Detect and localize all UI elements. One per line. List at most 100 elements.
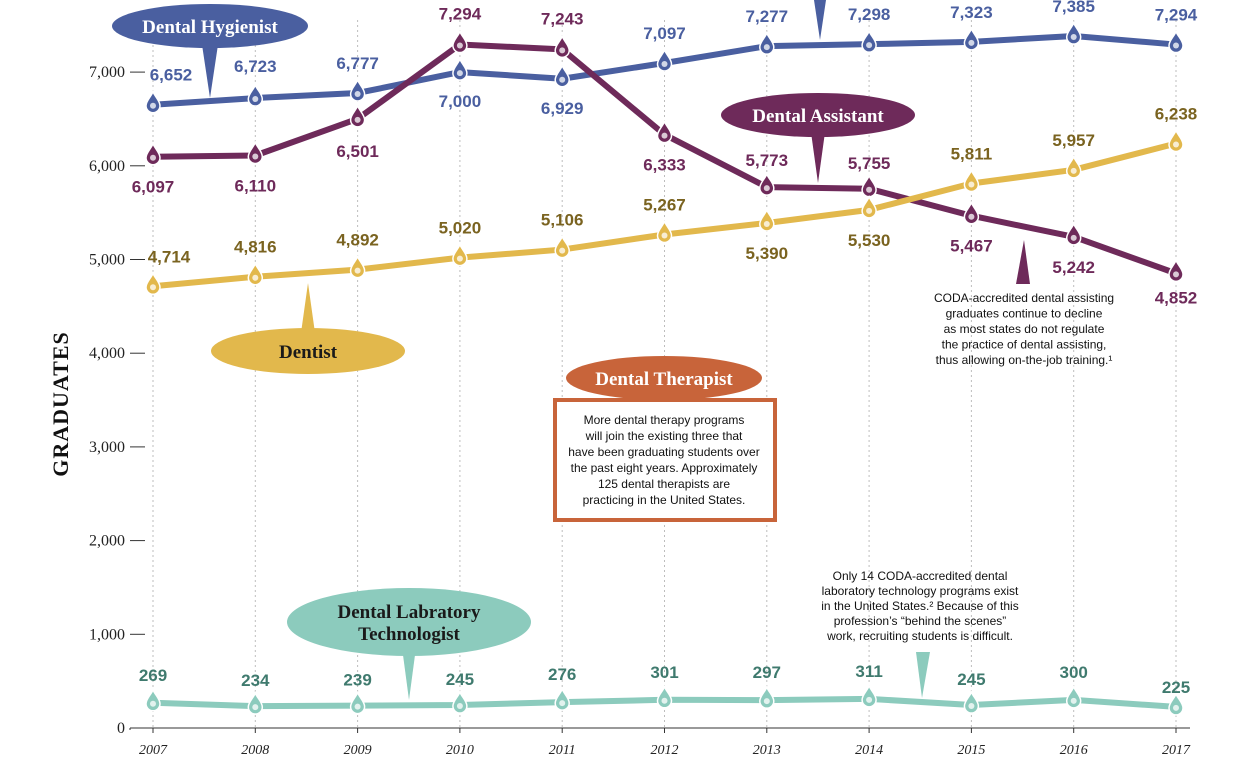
- lab-point: [452, 690, 468, 714]
- therapist-note: More dental therapy programs will join th…: [568, 413, 759, 507]
- lab-note-line: laboratory technology programs exist: [822, 584, 1019, 598]
- hygienist-point: [247, 83, 264, 107]
- lab-data-label: 301: [650, 663, 678, 682]
- x-tick-label: 2008: [241, 743, 269, 758]
- assistant-data-label: 5,755: [848, 154, 891, 173]
- lab-point: [554, 687, 570, 711]
- therapist-note-line: have been graduating students over: [568, 445, 759, 459]
- assistant-point: [1168, 258, 1184, 283]
- dentist-point: [452, 242, 468, 267]
- lab-note-line: Only 14 CODA-accredited dental: [833, 569, 1008, 583]
- assistant-point: [554, 34, 570, 59]
- hygienist-point: [656, 47, 673, 72]
- therapist-note-line: More dental therapy programs: [584, 413, 745, 427]
- lab-data-label: 225: [1162, 678, 1190, 697]
- dentist-point: [554, 234, 570, 259]
- therapist-note-box: [553, 398, 777, 522]
- assistant-point: [656, 119, 673, 144]
- hygienist-point: [145, 89, 161, 114]
- lab-note-line: profession’s “behind the scenes”: [834, 614, 1007, 628]
- data-labels-layer: 6,652 6,723 6,777 7,000 6,929 7,097 7,277 7,298…: [132, 0, 1198, 697]
- therapist-note-line: practicing in the United States.: [583, 493, 746, 507]
- assistant-note-line: as most states do not regulate: [944, 322, 1105, 336]
- dentist-data-label: 6,238: [1155, 104, 1198, 123]
- dentist-point: [349, 254, 366, 279]
- lab-point: [759, 685, 775, 709]
- assistant-data-label: 6,110: [234, 176, 276, 195]
- lab-note: Only 14 CODA-accredited dentallaboratory…: [821, 569, 1019, 643]
- lab-note-line: in the United States.² Because of this: [821, 599, 1018, 613]
- axes: [129, 727, 1190, 730]
- dentist-bubble-label: Dentist: [279, 342, 338, 363]
- lab-point: [247, 691, 264, 715]
- assistant-point: [247, 140, 264, 165]
- x-tick-label: 2007: [139, 743, 168, 758]
- assistant-bubble: Dental Assistant: [721, 93, 915, 183]
- x-tick-label: 2009: [344, 743, 372, 758]
- hygienist-data-label: 7,277: [746, 7, 789, 26]
- y-axis-title: GRADUATES: [48, 331, 73, 477]
- hygienist-data-label: 6,723: [234, 57, 277, 76]
- dentist-point: [1168, 128, 1184, 153]
- y-tick-label: 0: [117, 720, 125, 737]
- hygienist-point: [861, 29, 877, 53]
- dentist-point: [247, 261, 264, 286]
- assistant-data-label: 7,294: [439, 5, 482, 24]
- assistant-data-label: 5,773: [746, 151, 789, 170]
- hygienist-data-label: 7,097: [643, 24, 686, 43]
- dentist-data-label: 4,714: [148, 247, 191, 266]
- lab-note-marker: [916, 652, 930, 698]
- hygienist-point: [554, 63, 570, 88]
- therapist-bubble-label: Dental Therapist: [595, 369, 733, 390]
- assistant-note: CODA-accredited dental assisting graduate…: [934, 291, 1114, 367]
- lab-data-label: 269: [139, 666, 167, 685]
- lab-point: [1168, 691, 1184, 716]
- lab-data-label: 297: [753, 663, 781, 682]
- dentist-point: [145, 271, 161, 296]
- y-tick-label: 3,000: [89, 439, 125, 456]
- hygienist-point: [349, 77, 366, 102]
- lab-data-label: 276: [548, 665, 576, 684]
- y-ticks: 0 1,000 2,000 3,000 4,000 5,000 6,000 7,000: [89, 64, 145, 737]
- x-tick-label: 2017: [1162, 743, 1191, 758]
- lab-point: [1065, 684, 1082, 709]
- lab-point: [145, 687, 161, 712]
- assistant-bubble-label: Dental Assistant: [752, 106, 884, 127]
- hygienist-pointer-top: [814, 0, 826, 40]
- assistant-data-label: 6,501: [336, 142, 379, 161]
- dentist-data-label: 5,106: [541, 211, 584, 230]
- lab-data-label: 311: [855, 662, 882, 681]
- lab-bubble-label-line1: Dental Labratory: [337, 602, 481, 623]
- hygienist-data-label: 7,294: [1155, 6, 1198, 25]
- y-tick-label: 2,000: [89, 533, 125, 550]
- therapist-note-line: the past eight years. Approximately: [571, 461, 758, 475]
- lab-data-label: 245: [957, 670, 985, 689]
- hygienist-data-label: 7,323: [950, 3, 993, 22]
- hygienist-point: [759, 31, 775, 55]
- assistant-note-marker: [1016, 240, 1030, 284]
- dentist-data-label: 5,811: [951, 145, 993, 164]
- lab-note-line: work, recruiting students is difficult.: [826, 629, 1013, 643]
- hygienist-point: [1168, 29, 1184, 54]
- dentist-point: [963, 168, 980, 193]
- assistant-data-label: 7,243: [541, 9, 584, 28]
- assistant-point: [963, 200, 980, 225]
- therapist-callout: Dental Therapist More dental therapy pro…: [553, 356, 777, 522]
- lab-bubble: Dental Labratory Technologist: [287, 588, 531, 700]
- x-ticks: 2007 2008 2009 2010 2011 2012 2013 2014 2015 2016…: [139, 728, 1191, 758]
- y-tick-label: 7,000: [89, 64, 125, 81]
- assistant-point: [145, 141, 161, 166]
- x-tick-label: 2016: [1060, 743, 1088, 758]
- hygienist-data-label: 7,298: [848, 5, 891, 24]
- assistant-point: [452, 29, 468, 54]
- hygienist-data-label: 6,929: [541, 99, 584, 118]
- lab-data-label: 239: [343, 671, 371, 690]
- lab-point: [656, 684, 673, 709]
- hygienist-data-label: 6,652: [150, 66, 193, 85]
- lab-bubble-label-line2: Technologist: [358, 624, 460, 645]
- dentist-point: [656, 219, 673, 244]
- assistant-note-line: thus allowing on-the-job training.¹: [936, 353, 1113, 367]
- therapist-note-line: will join the existing three that: [585, 429, 743, 443]
- x-tick-label: 2012: [651, 743, 679, 758]
